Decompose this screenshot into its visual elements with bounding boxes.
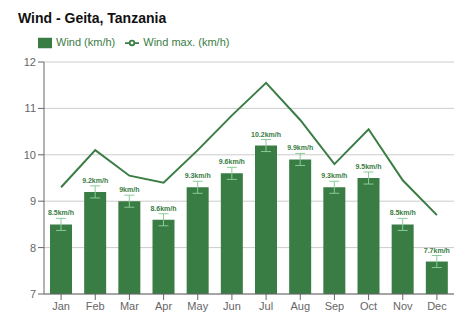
html-text:Wind max. (km/h): Wind max. (km/h)	[143, 36, 230, 48]
svg-text:7: 7	[30, 288, 36, 300]
svg-text:9.9km/h: 9.9km/h	[287, 144, 313, 151]
svg-text:8.5km/h: 8.5km/h	[48, 209, 74, 216]
svg-text:9.6km/h: 9.6km/h	[219, 158, 245, 165]
svg-text:Jul: Jul	[259, 300, 273, 312]
svg-text:8.6km/h: 8.6km/h	[150, 205, 176, 212]
svg-text:Jun: Jun	[223, 300, 241, 312]
svg-text:10: 10	[24, 149, 36, 161]
svg-text:10.2km/h: 10.2km/h	[251, 131, 281, 138]
svg-text:8.5km/h: 8.5km/h	[390, 209, 416, 216]
svg-text:Sep: Sep	[325, 300, 345, 312]
svg-text:12: 12	[24, 56, 36, 68]
svg-text:Oct: Oct	[360, 300, 377, 312]
svg-text:9.2km/h: 9.2km/h	[82, 177, 108, 184]
svg-text:8: 8	[30, 242, 36, 254]
svg-text:9: 9	[30, 195, 36, 207]
svg-text:7.7km/h: 7.7km/h	[424, 247, 450, 254]
svg-text:11: 11	[25, 102, 36, 114]
svg-text:Feb: Feb	[86, 300, 105, 312]
html-text:Wind (km/h): Wind (km/h)	[56, 36, 116, 48]
svg-text:Dec: Dec	[427, 300, 447, 312]
svg-text:9km/h: 9km/h	[119, 186, 139, 193]
svg-text:9.5km/h: 9.5km/h	[355, 163, 381, 170]
svg-text:May: May	[187, 300, 208, 312]
svg-text:Mar: Mar	[120, 300, 139, 312]
svg-text:Apr: Apr	[155, 300, 172, 312]
svg-text:9.3km/h: 9.3km/h	[321, 172, 347, 179]
html-text:Wind - Geita, Tanzania: Wind - Geita, Tanzania	[18, 10, 167, 26]
svg-text:Jan: Jan	[52, 300, 70, 312]
svg-text:Nov: Nov	[393, 300, 413, 312]
svg-text:9.3km/h: 9.3km/h	[185, 172, 211, 179]
svg-text:Aug: Aug	[290, 300, 310, 312]
